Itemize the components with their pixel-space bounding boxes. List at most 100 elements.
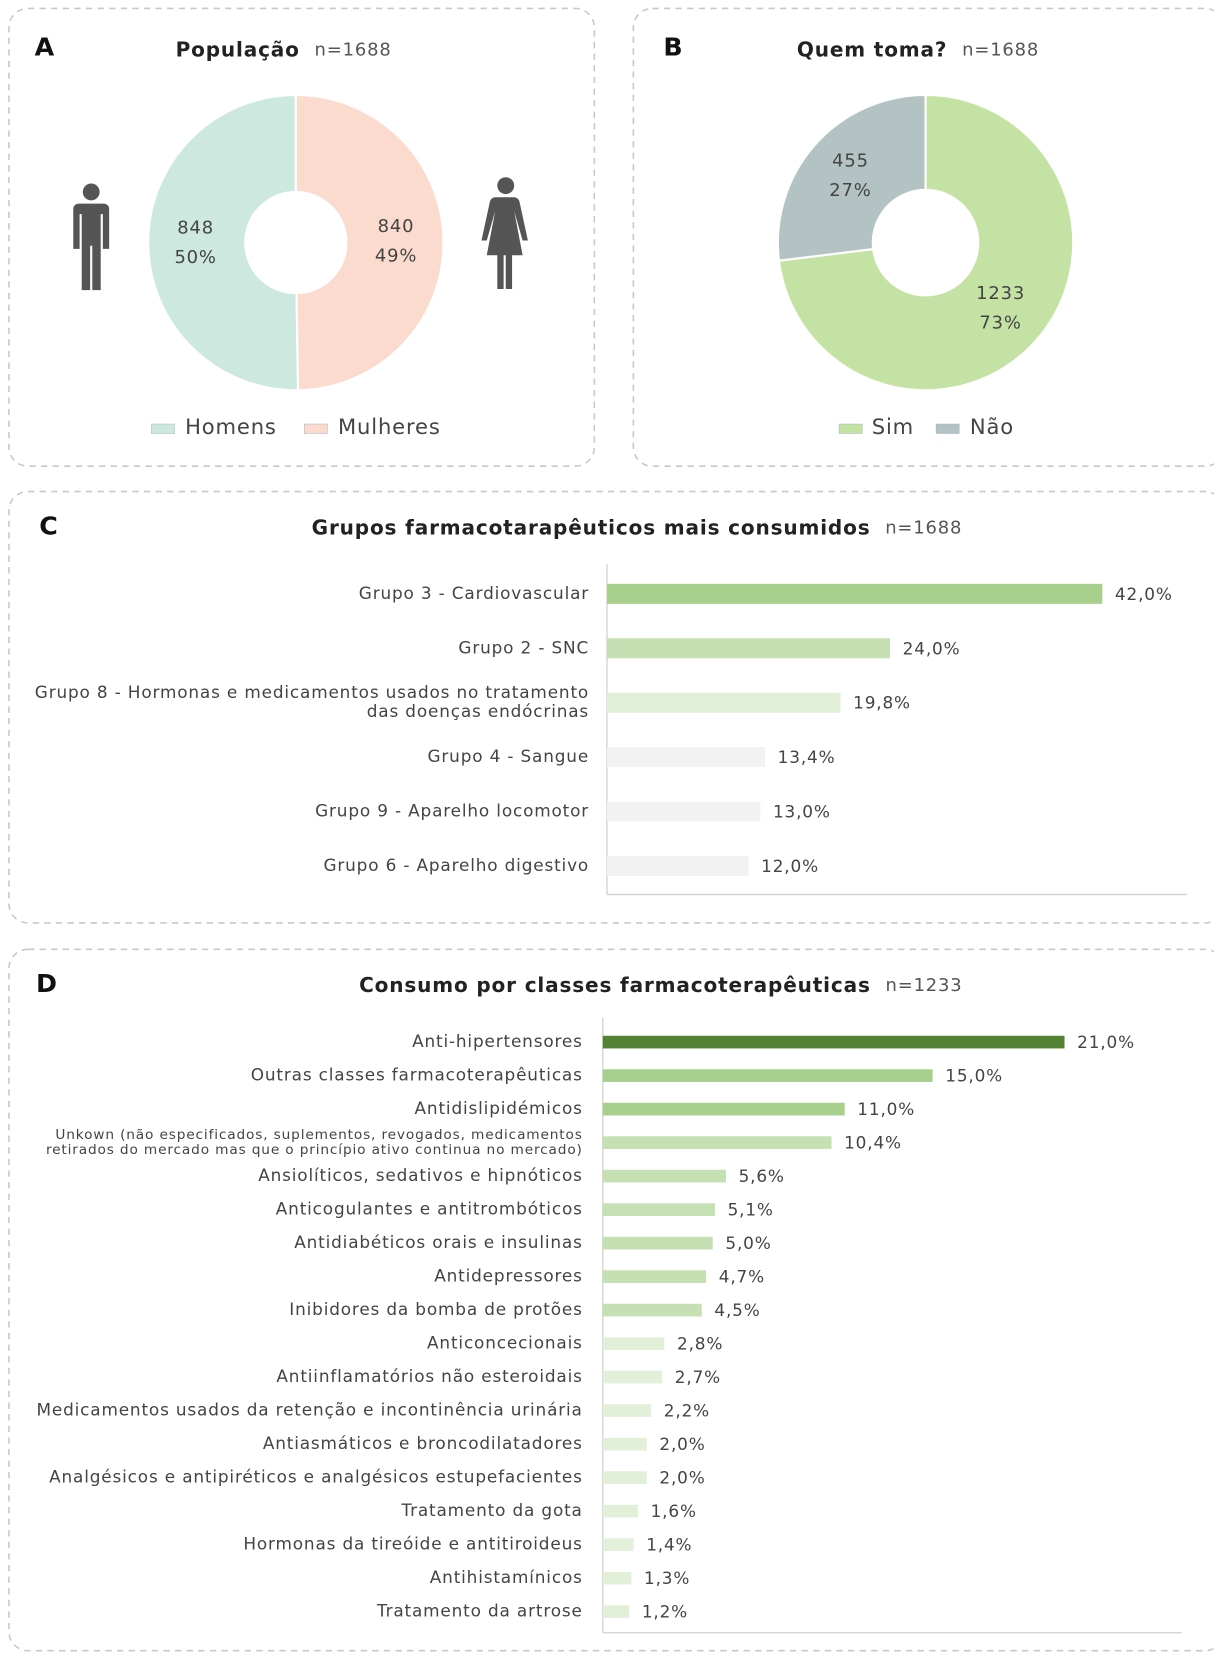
panel-letter: B xyxy=(663,33,683,62)
bar xyxy=(602,1437,647,1451)
bar xyxy=(607,638,891,659)
bar xyxy=(602,1404,652,1417)
value-label: 4,7% xyxy=(719,1267,765,1287)
bar xyxy=(602,1337,665,1350)
title: Quem toma? xyxy=(797,37,948,61)
panel xyxy=(8,948,1214,1652)
value-label: 1,6% xyxy=(651,1501,697,1521)
chart-title: População n=1688 xyxy=(176,37,392,61)
percent-label: 73% xyxy=(979,313,1021,334)
category-label: Antidepressores xyxy=(434,1266,582,1286)
value-label: 4,5% xyxy=(714,1300,760,1320)
percent-label: 50% xyxy=(174,247,216,268)
category-label: Grupo 3 - Cardiovascular xyxy=(359,583,589,603)
value-label: 1233 xyxy=(976,283,1025,304)
legend-swatch xyxy=(838,423,863,434)
category-label: das doenças endócrinas xyxy=(367,701,589,721)
bar xyxy=(602,1605,630,1618)
bar xyxy=(602,1538,634,1551)
legend-label: Homens xyxy=(185,414,277,439)
legend-swatch xyxy=(151,423,175,434)
subtitle: n=1688 xyxy=(315,40,392,61)
value-label: 2,0% xyxy=(659,1468,705,1488)
category-label: Antiinflamatórios não esteroidais xyxy=(276,1366,582,1386)
bar xyxy=(607,747,766,768)
bar xyxy=(602,1270,707,1283)
bar xyxy=(602,1035,1065,1049)
bar xyxy=(602,1370,663,1384)
subtitle: n=1688 xyxy=(962,40,1039,61)
chart-title: Grupos farmacotarapêuticos mais consumid… xyxy=(312,515,963,539)
value-label: 2,2% xyxy=(664,1401,710,1421)
category-label: Ansiolíticos, sedativos e hipnóticos xyxy=(258,1165,583,1185)
value-label: 840 xyxy=(378,216,415,237)
category-label: Medicamentos usados da retenção e incont… xyxy=(36,1400,582,1420)
chart-title: Consumo por classes farmacoterapêuticas n… xyxy=(359,973,962,997)
title: População xyxy=(176,37,300,61)
bar xyxy=(602,1236,713,1250)
value-label: 5,0% xyxy=(725,1233,771,1253)
value-label: 10,4% xyxy=(844,1133,902,1153)
category-label: Analgésicos e antipiréticos e analgésico… xyxy=(49,1467,583,1487)
category-label: Antiasmáticos e broncodilatadores xyxy=(263,1433,583,1453)
category-label: Anti-hipertensores xyxy=(412,1031,583,1051)
panel-letter: D xyxy=(36,969,58,998)
legend-swatch xyxy=(935,423,960,434)
category-label: Antihistamínicos xyxy=(430,1567,583,1587)
value-label: 24,0% xyxy=(903,638,961,658)
bar xyxy=(607,583,1103,604)
legend-label: Não xyxy=(970,414,1014,439)
value-label: 12,0% xyxy=(761,856,819,876)
category-label: Grupo 2 - SNC xyxy=(458,637,589,657)
category-label: Hormonas da tireóide e antitiroideus xyxy=(243,1534,582,1554)
category-label: Anticogulantes e antitrombóticos xyxy=(276,1199,583,1219)
bar xyxy=(607,692,841,713)
category-label: Tratamento da artrose xyxy=(376,1601,583,1621)
category-label: Grupo 4 - Sangue xyxy=(427,746,589,766)
value-label: 5,1% xyxy=(728,1200,774,1220)
female-icon xyxy=(481,177,528,290)
category-label: Grupo 6 - Aparelho digestivo xyxy=(323,855,589,875)
category-label: Tratamento da gota xyxy=(400,1500,582,1520)
category-label: Antidislipidémicos xyxy=(415,1098,583,1118)
value-label: 848 xyxy=(177,218,214,239)
panel xyxy=(8,7,596,468)
category-label: retirados do mercado mas que o princípio… xyxy=(46,1142,583,1158)
bar xyxy=(602,1471,647,1484)
value-label: 2,7% xyxy=(675,1367,721,1387)
slice xyxy=(294,93,445,392)
value-label: 2,0% xyxy=(659,1434,705,1454)
value-label: 42,0% xyxy=(1115,584,1173,604)
bar xyxy=(602,1571,632,1585)
value-label: 11,0% xyxy=(857,1099,915,1119)
value-label: 19,8% xyxy=(853,693,911,713)
panel xyxy=(8,490,1214,924)
category-label: Grupo 9 - Aparelho locomotor xyxy=(315,801,589,821)
subtitle: n=1688 xyxy=(885,517,962,538)
percent-label: 27% xyxy=(829,180,871,201)
title: Grupos farmacotarapêuticos mais consumid… xyxy=(312,515,871,539)
legend-label: Sim xyxy=(872,414,914,439)
slice xyxy=(776,93,927,262)
slice xyxy=(147,93,300,392)
bar xyxy=(602,1203,715,1216)
value-label: 1,4% xyxy=(646,1535,692,1555)
category-label: Grupo 8 - Hormonas e medicamentos usados… xyxy=(35,682,589,702)
category-label: Outras classes farmacoterapêuticas xyxy=(251,1065,583,1085)
male-icon xyxy=(73,183,110,291)
value-label: 1,3% xyxy=(644,1568,690,1588)
category-label: Unkown (não especificados, suplementos, … xyxy=(55,1127,582,1143)
chart-title: Quem toma? n=1688 xyxy=(797,37,1039,61)
bar xyxy=(602,1303,702,1317)
category-label: Inibidores da bomba de protões xyxy=(289,1299,582,1319)
value-label: 1,2% xyxy=(642,1602,688,1622)
legend-label: Mulheres xyxy=(338,414,441,439)
value-label: 21,0% xyxy=(1077,1032,1135,1052)
bar xyxy=(602,1102,845,1116)
panel-letter: C xyxy=(39,511,58,540)
value-label: 455 xyxy=(832,150,869,171)
bar xyxy=(602,1069,933,1082)
bar xyxy=(602,1136,832,1149)
category-label: Anticoncecionais xyxy=(427,1333,583,1353)
